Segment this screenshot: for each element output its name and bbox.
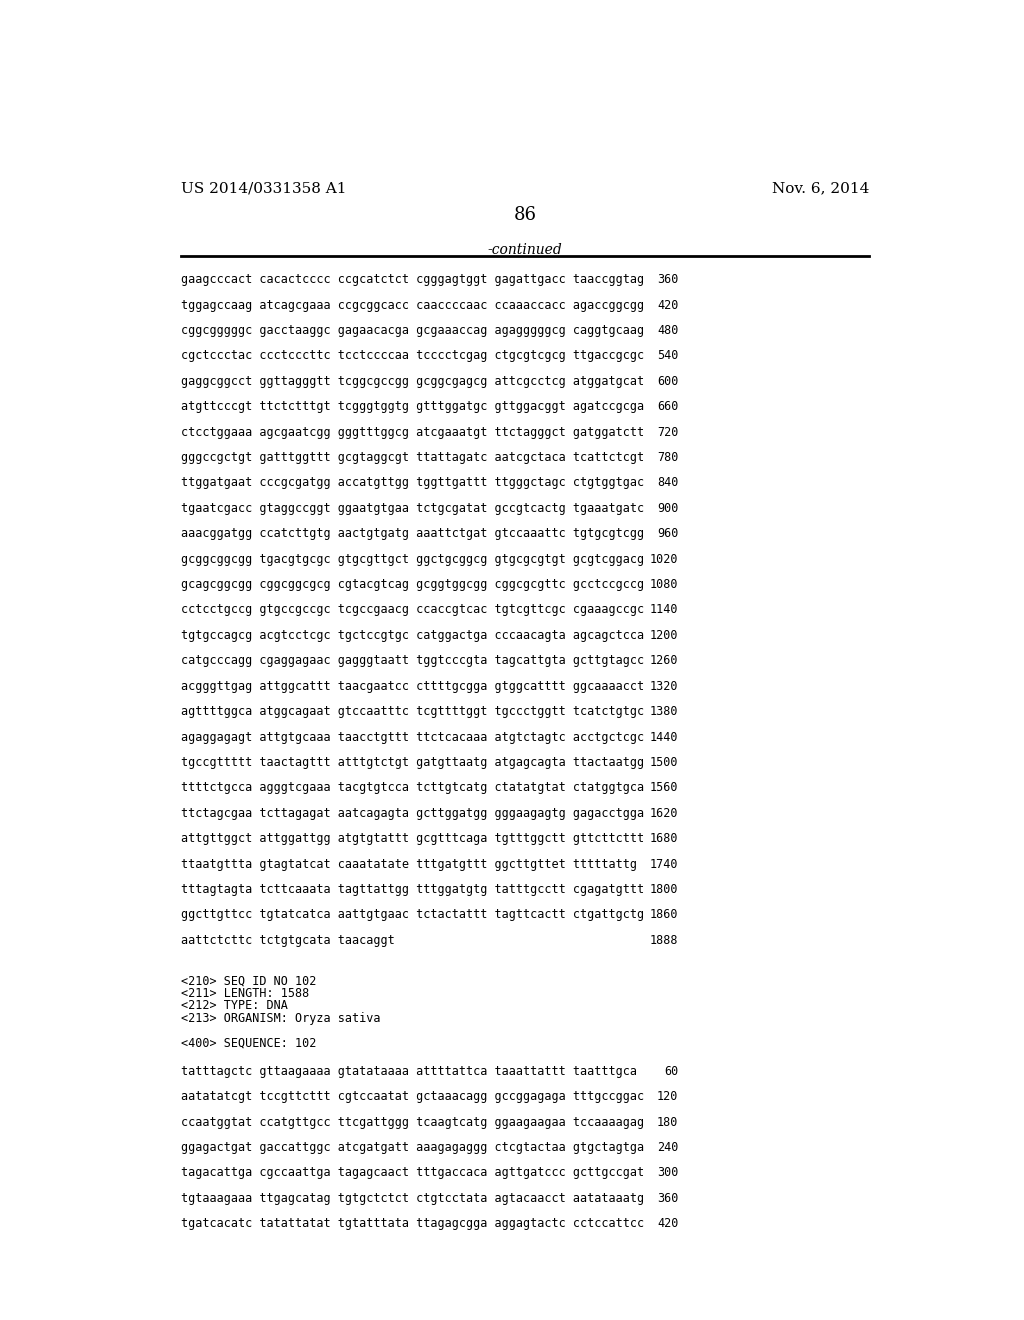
Text: 120: 120 xyxy=(656,1090,678,1104)
Text: <210> SEQ ID NO 102: <210> SEQ ID NO 102 xyxy=(180,974,316,987)
Text: tttagtagta tcttcaaata tagttattgg tttggatgtg tatttgcctt cgagatgttt: tttagtagta tcttcaaata tagttattgg tttggat… xyxy=(180,883,644,896)
Text: 540: 540 xyxy=(656,350,678,363)
Text: 1500: 1500 xyxy=(650,756,678,770)
Text: <211> LENGTH: 1588: <211> LENGTH: 1588 xyxy=(180,987,309,1001)
Text: 360: 360 xyxy=(656,1192,678,1205)
Text: 1140: 1140 xyxy=(650,603,678,616)
Text: 1620: 1620 xyxy=(650,807,678,820)
Text: 960: 960 xyxy=(656,527,678,540)
Text: atgttcccgt ttctctttgt tcgggtggtg gtttggatgc gttggacggt agatccgcga: atgttcccgt ttctctttgt tcgggtggtg gtttgga… xyxy=(180,400,644,413)
Text: 1260: 1260 xyxy=(650,655,678,668)
Text: gcggcggcgg tgacgtgcgc gtgcgttgct ggctgcggcg gtgcgcgtgt gcgtcggacg: gcggcggcgg tgacgtgcgc gtgcgttgct ggctgcg… xyxy=(180,553,644,566)
Text: aatatatcgt tccgttcttt cgtccaatat gctaaacagg gccggagaga tttgccggac: aatatatcgt tccgttcttt cgtccaatat gctaaac… xyxy=(180,1090,644,1104)
Text: cggcgggggc gacctaaggc gagaacacga gcgaaaccag agagggggcg caggtgcaag: cggcgggggc gacctaaggc gagaacacga gcgaaac… xyxy=(180,323,644,337)
Text: <212> TYPE: DNA: <212> TYPE: DNA xyxy=(180,999,288,1012)
Text: 1888: 1888 xyxy=(650,933,678,946)
Text: agttttggca atggcagaat gtccaatttc tcgttttggt tgccctggtt tcatctgtgc: agttttggca atggcagaat gtccaatttc tcgtttt… xyxy=(180,705,644,718)
Text: 480: 480 xyxy=(656,323,678,337)
Text: 1380: 1380 xyxy=(650,705,678,718)
Text: ctcctggaaa agcgaatcgg gggtttggcg atcgaaatgt ttctagggct gatggatctt: ctcctggaaa agcgaatcgg gggtttggcg atcgaaa… xyxy=(180,425,644,438)
Text: tatttagctc gttaagaaaa gtatataaaa attttattca taaattattt taatttgca: tatttagctc gttaagaaaa gtatataaaa attttat… xyxy=(180,1065,637,1077)
Text: ggcttgttcc tgtatcatca aattgtgaac tctactattt tagttcactt ctgattgctg: ggcttgttcc tgtatcatca aattgtgaac tctacta… xyxy=(180,908,644,921)
Text: 1320: 1320 xyxy=(650,680,678,693)
Text: ttaatgttta gtagtatcat caaatatate tttgatgttt ggcttgttet tttttattg: ttaatgttta gtagtatcat caaatatate tttgatg… xyxy=(180,858,637,871)
Text: ggagactgat gaccattggc atcgatgatt aaagagaggg ctcgtactaa gtgctagtga: ggagactgat gaccattggc atcgatgatt aaagaga… xyxy=(180,1140,644,1154)
Text: agaggagagt attgtgcaaa taacctgttt ttctcacaaa atgtctagtc acctgctcgc: agaggagagt attgtgcaaa taacctgttt ttctcac… xyxy=(180,730,644,743)
Text: gaggcggcct ggttagggtt tcggcgccgg gcggcgagcg attcgcctcg atggatgcat: gaggcggcct ggttagggtt tcggcgccgg gcggcga… xyxy=(180,375,644,388)
Text: tgccgttttt taactagttt atttgtctgt gatgttaatg atgagcagta ttactaatgg: tgccgttttt taactagttt atttgtctgt gatgtta… xyxy=(180,756,644,770)
Text: aaacggatgg ccatcttgtg aactgtgatg aaattctgat gtccaaattc tgtgcgtcgg: aaacggatgg ccatcttgtg aactgtgatg aaattct… xyxy=(180,527,644,540)
Text: tgtgccagcg acgtcctcgc tgctccgtgc catggactga cccaacagta agcagctcca: tgtgccagcg acgtcctcgc tgctccgtgc catggac… xyxy=(180,628,644,642)
Text: aattctcttc tctgtgcata taacaggt: aattctcttc tctgtgcata taacaggt xyxy=(180,933,394,946)
Text: 360: 360 xyxy=(656,273,678,286)
Text: ccaatggtat ccatgttgcc ttcgattggg tcaagtcatg ggaagaagaa tccaaaagag: ccaatggtat ccatgttgcc ttcgattggg tcaagtc… xyxy=(180,1115,644,1129)
Text: tagacattga cgccaattga tagagcaact tttgaccaca agttgatccc gcttgccgat: tagacattga cgccaattga tagagcaact tttgacc… xyxy=(180,1167,644,1179)
Text: 1080: 1080 xyxy=(650,578,678,591)
Text: tgatcacatc tatattatat tgtatttata ttagagcgga aggagtactc cctccattcc: tgatcacatc tatattatat tgtatttata ttagagc… xyxy=(180,1217,644,1230)
Text: attgttggct attggattgg atgtgtattt gcgtttcaga tgtttggctt gttcttcttt: attgttggct attggattgg atgtgtattt gcgtttc… xyxy=(180,832,644,845)
Text: 1680: 1680 xyxy=(650,832,678,845)
Text: gcagcggcgg cggcggcgcg cgtacgtcag gcggtggcgg cggcgcgttc gcctccgccg: gcagcggcgg cggcggcgcg cgtacgtcag gcggtgg… xyxy=(180,578,644,591)
Text: catgcccagg cgaggagaac gagggtaatt tggtcccgta tagcattgta gcttgtagcc: catgcccagg cgaggagaac gagggtaatt tggtccc… xyxy=(180,655,644,668)
Text: cctcctgccg gtgccgccgc tcgccgaacg ccaccgtcac tgtcgttcgc cgaaagccgc: cctcctgccg gtgccgccgc tcgccgaacg ccaccgt… xyxy=(180,603,644,616)
Text: 780: 780 xyxy=(656,451,678,465)
Text: 1740: 1740 xyxy=(650,858,678,871)
Text: ttttctgcca agggtcgaaa tacgtgtcca tcttgtcatg ctatatgtat ctatggtgca: ttttctgcca agggtcgaaa tacgtgtcca tcttgtc… xyxy=(180,781,644,795)
Text: 720: 720 xyxy=(656,425,678,438)
Text: <400> SEQUENCE: 102: <400> SEQUENCE: 102 xyxy=(180,1036,316,1049)
Text: gaagcccact cacactcccc ccgcatctct cgggagtggt gagattgacc taaccggtag: gaagcccact cacactcccc ccgcatctct cgggagt… xyxy=(180,273,644,286)
Text: gggccgctgt gatttggttt gcgtaggcgt ttattagatc aatcgctaca tcattctcgt: gggccgctgt gatttggttt gcgtaggcgt ttattag… xyxy=(180,451,644,465)
Text: tggagccaag atcagcgaaa ccgcggcacc caaccccaac ccaaaccacc agaccggcgg: tggagccaag atcagcgaaa ccgcggcacc caacccc… xyxy=(180,298,644,312)
Text: acgggttgag attggcattt taacgaatcc cttttgcgga gtggcatttt ggcaaaacct: acgggttgag attggcattt taacgaatcc cttttgc… xyxy=(180,680,644,693)
Text: ttctagcgaa tcttagagat aatcagagta gcttggatgg gggaagagtg gagacctgga: ttctagcgaa tcttagagat aatcagagta gcttgga… xyxy=(180,807,644,820)
Text: 840: 840 xyxy=(656,477,678,490)
Text: 240: 240 xyxy=(656,1140,678,1154)
Text: cgctccctac ccctcccttc tcctccccaa tcccctcgag ctgcgtcgcg ttgaccgcgc: cgctccctac ccctcccttc tcctccccaa tcccctc… xyxy=(180,350,644,363)
Text: 86: 86 xyxy=(513,206,537,224)
Text: -continued: -continued xyxy=(487,243,562,257)
Text: 300: 300 xyxy=(656,1167,678,1179)
Text: 1800: 1800 xyxy=(650,883,678,896)
Text: US 2014/0331358 A1: US 2014/0331358 A1 xyxy=(180,182,346,195)
Text: 420: 420 xyxy=(656,1217,678,1230)
Text: 420: 420 xyxy=(656,298,678,312)
Text: Nov. 6, 2014: Nov. 6, 2014 xyxy=(771,182,869,195)
Text: 60: 60 xyxy=(664,1065,678,1077)
Text: 900: 900 xyxy=(656,502,678,515)
Text: 1020: 1020 xyxy=(650,553,678,566)
Text: 180: 180 xyxy=(656,1115,678,1129)
Text: tgtaaagaaa ttgagcatag tgtgctctct ctgtcctata agtacaacct aatataaatg: tgtaaagaaa ttgagcatag tgtgctctct ctgtcct… xyxy=(180,1192,644,1205)
Text: 1860: 1860 xyxy=(650,908,678,921)
Text: 1560: 1560 xyxy=(650,781,678,795)
Text: <213> ORGANISM: Oryza sativa: <213> ORGANISM: Oryza sativa xyxy=(180,1011,380,1024)
Text: 1440: 1440 xyxy=(650,730,678,743)
Text: 660: 660 xyxy=(656,400,678,413)
Text: tgaatcgacc gtaggccggt ggaatgtgaa tctgcgatat gccgtcactg tgaaatgatc: tgaatcgacc gtaggccggt ggaatgtgaa tctgcga… xyxy=(180,502,644,515)
Text: ttggatgaat cccgcgatgg accatgttgg tggttgattt ttgggctagc ctgtggtgac: ttggatgaat cccgcgatgg accatgttgg tggttga… xyxy=(180,477,644,490)
Text: 600: 600 xyxy=(656,375,678,388)
Text: 1200: 1200 xyxy=(650,628,678,642)
